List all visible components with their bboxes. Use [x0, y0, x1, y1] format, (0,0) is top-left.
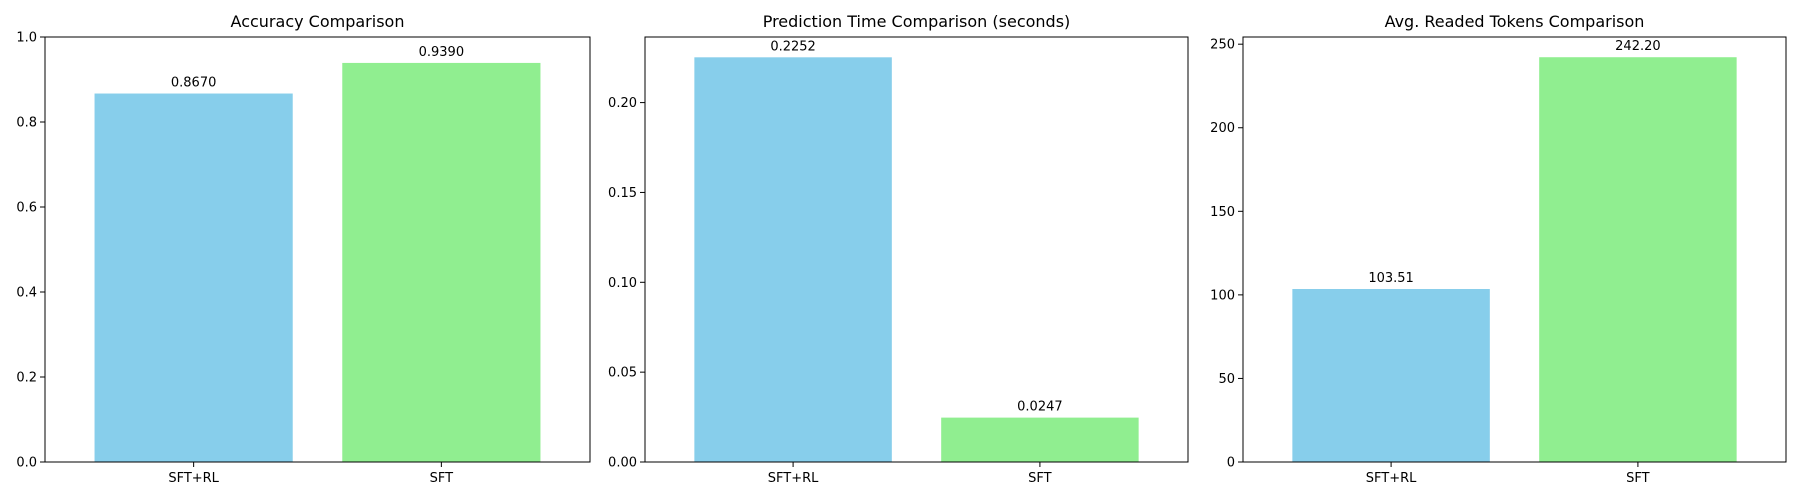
chart-1-bar-sft-rl — [94, 93, 293, 463]
chart-1-value-label: 0.8670 — [171, 76, 217, 91]
chart-1-title: Accuracy Comparison — [231, 12, 405, 31]
chart-3-y-tick-label: 50 — [1218, 372, 1235, 387]
chart-3-y-tick-label: 0 — [1227, 456, 1235, 471]
chart-2-y-tick-label: 0.20 — [608, 96, 637, 111]
chart-3-x-tick-label: SFT — [1626, 471, 1650, 486]
chart-1-y-tick-label: 0.0 — [16, 456, 37, 471]
chart-2-value-label: 0.0247 — [1017, 400, 1063, 415]
chart-3-bar-sft — [1539, 57, 1737, 463]
chart-2-y-tick-label: 0.15 — [608, 186, 637, 201]
chart-1-x-tick-label: SFT+RL — [168, 471, 219, 486]
chart-1-y-tick-label: 1.0 — [16, 31, 37, 46]
chart-2-x-tick-label: SFT+RL — [768, 471, 819, 486]
chart-1-frame — [44, 36, 591, 463]
chart-2-title: Prediction Time Comparison (seconds) — [763, 12, 1071, 31]
chart-2-x-tick-label: SFT — [1028, 471, 1052, 486]
chart-2-value-label: 0.2252 — [770, 39, 816, 54]
chart-2-y-tick-label: 0.10 — [608, 276, 637, 291]
chart-2-bar-sft-rl — [694, 57, 892, 463]
chart-3-y-tick-label: 200 — [1210, 121, 1235, 136]
chart-1-y-tick-label: 0.4 — [16, 286, 37, 301]
chart-1-y-tick-label: 0.8 — [16, 116, 37, 131]
chart-1-y-tick-label: 0.6 — [16, 201, 37, 216]
chart-2-y-tick-label: 0.05 — [608, 366, 637, 381]
chart-2-bar-sft — [941, 417, 1139, 462]
chart-1-x-tick-label: SFT — [430, 471, 454, 486]
chart-3-y-tick-label: 250 — [1210, 38, 1235, 53]
chart-3-frame — [1242, 36, 1787, 463]
chart-3-title: Avg. Readed Tokens Comparison — [1385, 12, 1645, 31]
chart-3-y-tick-label: 150 — [1210, 205, 1235, 220]
chart-3-x-tick-label: SFT+RL — [1366, 471, 1417, 486]
chart-1-y-tick-label: 0.2 — [16, 371, 37, 386]
chart-3-value-label: 103.51 — [1368, 271, 1414, 286]
chart-3-value-label: 242.20 — [1615, 39, 1661, 54]
chart-1-bar-sft — [342, 62, 541, 463]
chart-2-frame — [644, 36, 1189, 463]
chart-3-bar-sft-rl — [1292, 289, 1490, 462]
chart-1-value-label: 0.9390 — [419, 45, 465, 60]
chart-2-y-tick-label: 0.00 — [608, 456, 637, 471]
chart-3-y-tick-label: 100 — [1210, 288, 1235, 303]
